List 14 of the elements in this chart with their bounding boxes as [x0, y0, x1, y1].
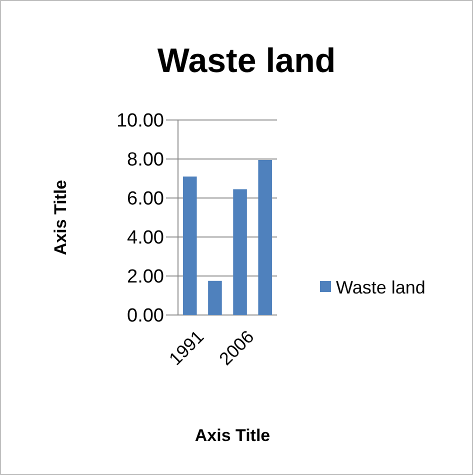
bar	[183, 176, 197, 315]
y-tick-label: 10.00	[116, 110, 164, 132]
y-axis-title: Axis Title	[51, 180, 70, 256]
legend-label: Waste land	[336, 277, 426, 298]
y-tick-label: 6.00	[127, 188, 164, 210]
y-tick-label: 0.00	[127, 306, 164, 327]
bar	[258, 160, 272, 315]
chart-title: Waste land	[157, 42, 336, 80]
bar	[233, 189, 247, 315]
bar	[208, 280, 222, 315]
y-tick-label: 8.00	[127, 150, 164, 171]
x-axis-title: Axis Title	[194, 426, 270, 445]
y-tick-label: 2.00	[127, 266, 164, 288]
y-tick-label: 4.00	[127, 228, 164, 249]
